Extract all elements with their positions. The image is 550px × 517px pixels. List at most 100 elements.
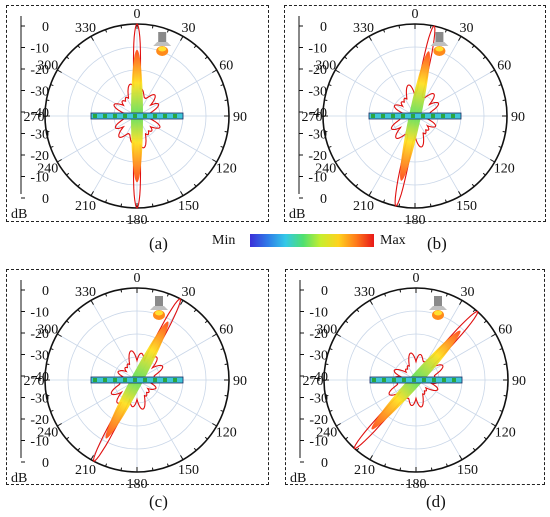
array-element [401,114,405,118]
angle-label-180: 180 [127,213,148,228]
angle-label-300: 300 [37,323,58,338]
angle-tick [369,300,373,305]
array-element [431,114,435,118]
db-tick-label: -30 [30,392,49,407]
angle-tick [204,56,208,60]
db-unit-label: dB [11,471,27,486]
db-tick-label: 0 [42,456,49,471]
angle-tick [224,394,228,397]
angle-tick [180,36,184,41]
angle-label-150: 150 [178,463,199,478]
angle-tick [180,191,184,196]
angle-tick [329,348,333,351]
angle-tick [459,300,463,305]
angle-tick [429,25,432,29]
angle-tick [105,293,108,297]
colorbar-min-label: Min [212,233,236,248]
array-element [391,114,395,118]
array-element [372,378,376,382]
angle-tick [120,203,123,207]
db-unit-label: dB [11,207,27,222]
grid-spoke [335,115,416,163]
grid-spoke [90,36,138,117]
angle-tick [345,320,349,324]
angle-tick [66,56,70,60]
angle-tick [483,436,487,440]
db-tick-label: -20 [308,149,327,164]
array-element [103,378,107,382]
angle-label-180: 180 [405,213,426,228]
panel-c: 0 30 60 90 120 150 180 210 240 270 300 330 0 -10 -20 -3… [6,269,269,492]
angle-label-300: 300 [316,323,337,338]
angle-label-120: 120 [216,162,237,177]
array-element [452,378,456,382]
angle-label-240: 240 [315,162,336,177]
db-tick-label: -40 [308,106,327,121]
angle-tick [499,348,503,351]
array-element [163,378,167,382]
angle-label-330: 330 [75,21,96,36]
angle-tick [46,394,50,397]
angle-label-60: 60 [497,59,511,74]
angle-tick [502,99,506,102]
angle-label-150: 150 [178,199,199,214]
angle-label-300: 300 [37,59,58,74]
angle-tick [491,333,496,337]
lamp-icon [430,32,449,56]
angle-tick [384,463,387,467]
angle-tick [490,159,495,163]
angle-tick [66,172,70,176]
angle-label-60: 60 [498,323,512,338]
angle-tick [335,159,340,163]
angle-tick [166,199,169,203]
angle-label-30: 30 [182,21,196,36]
angle-tick [328,145,332,148]
angle-tick [483,320,487,324]
array-element [103,114,107,118]
lamp-stem [434,296,442,306]
array-element [163,114,167,118]
angle-tick [57,333,62,337]
array-element [173,378,177,382]
angle-tick [77,309,81,313]
angle-tick [151,203,154,207]
lamp-icon [153,32,172,56]
angle-tick [220,145,224,148]
array-element [123,114,127,118]
angle-tick [324,99,328,102]
db-tick-label: -10 [309,306,328,321]
angle-tick [66,320,70,324]
db-tick-label: 0 [321,284,328,299]
panel-a: 0 30 60 90 120 150 180 210 240 270 300 330 0 -10 -20 -3… [6,5,269,228]
angle-tick [430,289,433,293]
array-element [371,114,375,118]
angle-label-120: 120 [495,426,516,441]
angle-tick [383,29,386,33]
array-element [392,378,396,382]
angle-tick [399,467,402,471]
grid-spoke [368,36,416,117]
db-tick-label: 0 [42,20,49,35]
angle-tick [204,436,208,440]
array-element [421,114,425,118]
angle-label-180: 180 [406,477,427,492]
angle-tick [212,159,217,163]
array-element [442,378,446,382]
db-tick-label: -20 [309,327,328,342]
angle-label-270: 270 [303,374,324,389]
angle-tick [220,84,224,87]
angle-tick [120,289,123,293]
angle-label-210: 210 [353,199,374,214]
angle-tick [325,394,329,397]
db-tick-label: 0 [42,284,49,299]
angle-tick [77,45,81,49]
angle-tick [458,191,462,196]
angle-tick [77,447,81,451]
angle-tick [90,36,94,41]
radiation-pattern [92,298,182,462]
db-tick-label: -20 [30,413,49,428]
array-element [412,378,416,382]
lamp-icon [429,296,447,320]
array-element [143,114,147,118]
grid-spoke [415,379,496,427]
